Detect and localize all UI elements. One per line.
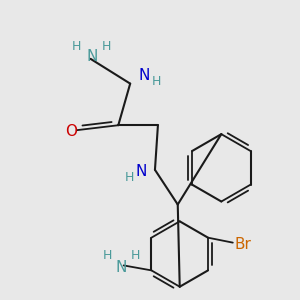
Text: N: N — [116, 260, 128, 275]
Text: H: H — [72, 40, 81, 53]
Text: H: H — [124, 171, 134, 184]
Text: H: H — [102, 40, 111, 53]
Text: N: N — [87, 50, 98, 64]
Text: N: N — [138, 68, 150, 83]
Text: N: N — [135, 164, 147, 179]
Text: Br: Br — [234, 237, 251, 252]
Text: H: H — [151, 75, 160, 88]
Text: H: H — [103, 249, 112, 262]
Text: H: H — [131, 249, 140, 262]
Text: O: O — [65, 124, 77, 139]
